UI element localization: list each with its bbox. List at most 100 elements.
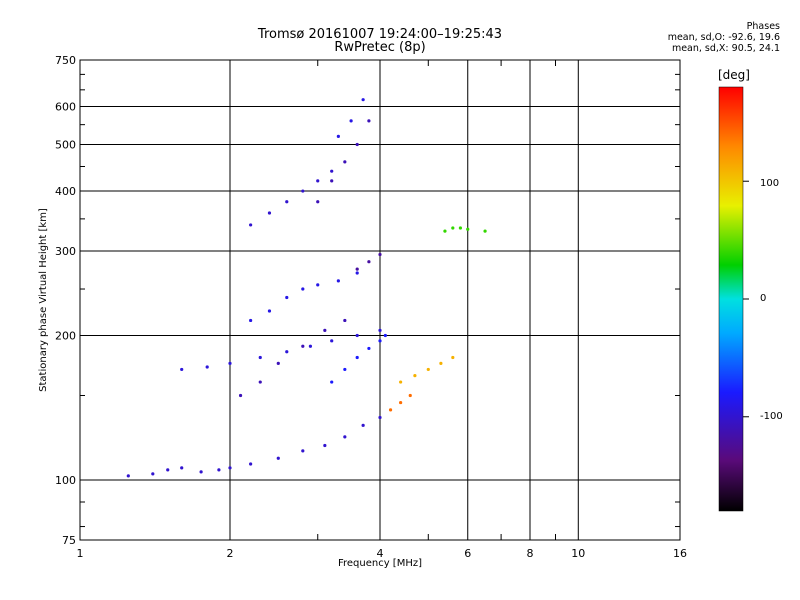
data-point [413,374,417,378]
data-point [378,339,382,343]
x-tick-label: 6 [464,547,471,560]
data-point [180,367,184,372]
colorbar [718,86,744,512]
data-point [285,200,289,204]
data-point [343,160,347,164]
data-point [336,134,340,138]
x-tick-label: 1 [77,547,84,560]
data-point [301,344,305,348]
chart-subtitle: RwPretec (8p) [334,40,426,55]
data-point [426,367,430,372]
x-tick-label: 4 [377,547,384,560]
data-point [343,367,347,372]
data-point [316,200,320,204]
x-axis-label: Frequency [MHz] [337,558,423,569]
x-tick-labels: 1 2 4 6 8 10 16 [77,547,688,560]
data-point [349,119,353,123]
data-point [258,355,262,360]
data-point [126,474,130,478]
colorbar-tick-0: 0 [760,293,767,304]
data-point [378,415,382,420]
data-point [323,443,327,448]
data-point [249,318,253,323]
chart-title: Tromsø 20161007 19:24:00–19:25:43 [257,27,503,42]
colorbar-ticks [743,180,749,418]
data-point [267,309,272,313]
data-point [285,295,289,300]
y-tick-label: 600 [55,101,76,114]
y-tick-label: 300 [55,245,76,258]
y-tick-label: 500 [55,139,76,152]
data-point [355,267,359,271]
data-point [399,400,403,405]
colorbar-tick-100: 100 [760,178,780,189]
data-point [217,468,221,472]
data-point [378,328,382,332]
grid-lines [80,60,680,540]
stats-x-mode: mean, sd,X: 90.5, 24.1 [671,43,780,54]
data-point [466,227,470,231]
data-point [439,361,443,365]
data-point [388,408,393,412]
data-point [151,472,155,476]
y-tick-label: 100 [55,474,76,487]
data-point [330,169,334,173]
colorbar-title: [deg] [718,68,750,82]
data-point [451,355,455,360]
data-point [316,179,320,183]
data-point [285,350,289,354]
stats-heading: Phases [746,21,780,32]
data-point [301,449,305,453]
data-point [330,179,334,183]
data-point [301,189,305,193]
data-point [205,365,209,369]
y-tick-label: 200 [55,330,76,343]
data-point [180,466,184,470]
data-point [378,252,382,257]
y-tick-labels: 75 100 200 300 400 500 600 750 [55,54,76,547]
x-tick-label: 2 [227,547,234,560]
data-point [443,229,447,233]
y-axis-label: Stationary phase Virtual Height [km] [38,208,49,392]
data-point [228,361,232,365]
data-point [238,393,243,398]
data-point [166,468,170,472]
data-point [276,361,280,365]
data-point [361,98,365,102]
data-point [458,226,463,230]
stats-o-mode: mean, sd,O: -92.6, 19.6 [667,32,780,43]
data-point [408,393,412,398]
data-point [267,211,272,215]
x-tick-label: 8 [527,547,534,560]
data-point [276,456,280,460]
data-point [451,226,455,230]
colorbar-tick-minus-100: -100 [760,411,783,422]
data-point [330,380,334,384]
data-point [336,279,340,283]
data-point [308,344,313,348]
data-point [323,328,327,332]
data-point [383,333,387,338]
data-point [301,287,305,291]
plot-frame [79,59,681,541]
data-point [199,470,203,474]
data-point [399,380,403,384]
data-point [249,462,253,466]
data-point [249,223,253,227]
y-tick-label: 400 [55,185,76,198]
scatter-points [126,98,487,478]
x-tick-label: 16 [673,547,687,560]
data-point [483,229,487,233]
data-point [367,346,371,351]
data-point [367,119,371,123]
x-tick-label: 10 [571,547,585,560]
data-point [228,466,232,470]
data-point [316,283,320,287]
data-point [343,435,347,439]
data-point [330,339,334,343]
data-point [355,355,359,360]
y-tick-label: 75 [62,534,76,547]
data-point [355,142,359,147]
data-point [361,423,365,427]
data-point [355,333,359,338]
